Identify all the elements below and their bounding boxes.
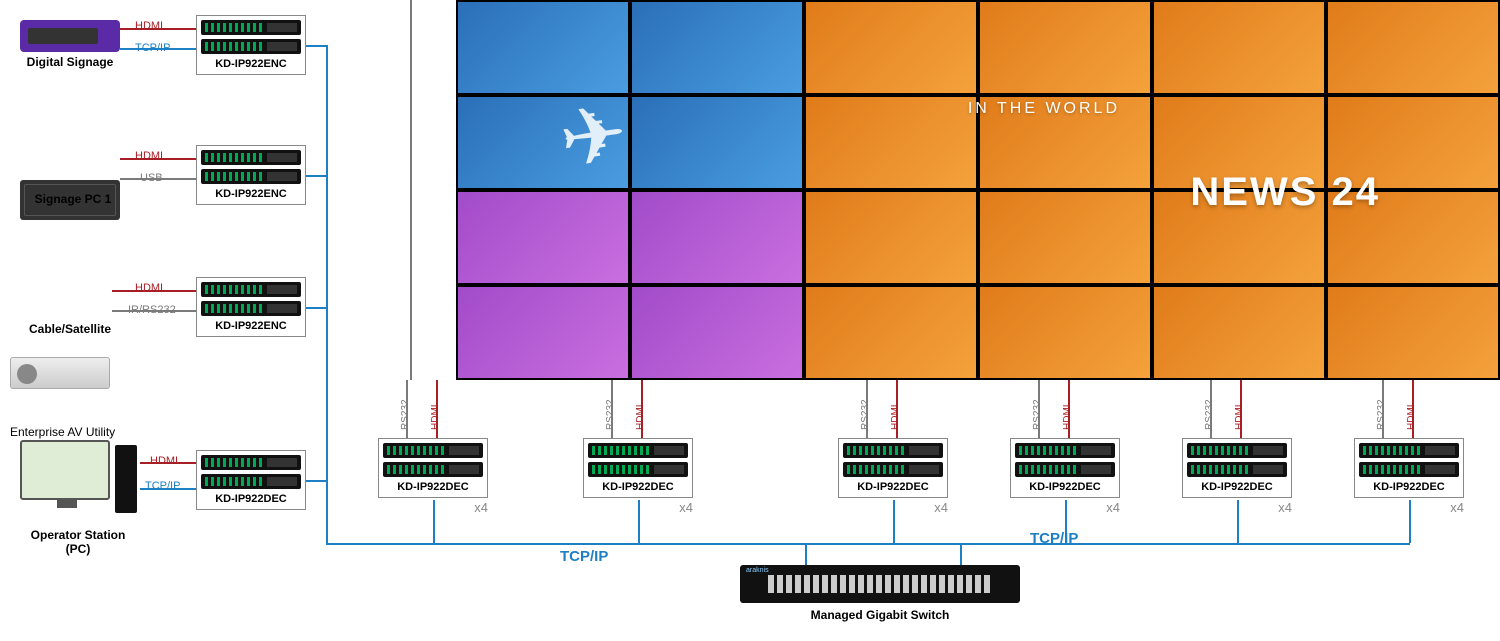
decoder-1: KD-IP922DEC	[378, 438, 488, 498]
encoder-1-label: KD-IP922ENC	[197, 56, 305, 74]
decoder-3: KD-IP922DEC	[838, 438, 948, 498]
wall-tile	[1152, 0, 1326, 95]
wall-tile	[978, 190, 1152, 285]
wall-tile	[804, 0, 978, 95]
decoder-2: KD-IP922DEC	[583, 438, 693, 498]
bus-label-left: TCP/IP	[560, 548, 608, 565]
wall-tile	[630, 95, 804, 190]
link-hdmi-2: HDMI	[135, 150, 163, 162]
device-digital-signage	[20, 20, 120, 52]
wall-overlay-sub: IN THE WORLD	[968, 100, 1120, 118]
label-digital-signage: Digital Signage	[10, 55, 130, 69]
wall-tile	[456, 0, 630, 95]
decoder-4: KD-IP922DEC	[1010, 438, 1120, 498]
wall-overlay-main: NEWS 24	[1190, 170, 1380, 215]
operator-title: Enterprise AV Utility	[10, 425, 115, 439]
label-cable-sat: Cable/Satellite	[10, 322, 130, 336]
bus-label-right: TCP/IP	[1030, 530, 1078, 547]
wall-tile	[456, 285, 630, 380]
wall-tile	[804, 285, 978, 380]
decoder-label: KD-IP922DEC	[584, 479, 692, 497]
link-hdmi-1: HDMI	[135, 20, 163, 32]
decoder-label: KD-IP922DEC	[1011, 479, 1119, 497]
wall-tile	[630, 285, 804, 380]
label-operator: Operator Station (PC)	[18, 528, 138, 556]
decoder-label: KD-IP922DEC	[839, 479, 947, 497]
wall-tile	[804, 190, 978, 285]
wall-tile	[1326, 285, 1500, 380]
link-tcpip-op: TCP/IP	[145, 480, 180, 492]
decoder-label: KD-IP922DEC	[379, 479, 487, 497]
wall-tile	[630, 190, 804, 285]
decoder-label: KD-IP922DEC	[1355, 479, 1463, 497]
device-cable-sat	[10, 357, 110, 389]
device-operator-station	[20, 440, 140, 520]
encoder-3: KD-IP922ENC	[196, 277, 306, 337]
encoder-2-label: KD-IP922ENC	[197, 186, 305, 204]
decoder-5: KD-IP922DEC	[1182, 438, 1292, 498]
wall-tile	[978, 285, 1152, 380]
wall-tile	[456, 190, 630, 285]
video-wall: IN THE WORLD NEWS 24	[456, 0, 1500, 380]
link-hdmi-op: HDMI	[150, 455, 178, 467]
wall-tile	[1326, 0, 1500, 95]
encoder-3-label: KD-IP922ENC	[197, 318, 305, 336]
decoder-label: KD-IP922DEC	[1183, 479, 1291, 497]
switch-label: Managed Gigabit Switch	[740, 608, 1020, 622]
wall-tile	[1152, 285, 1326, 380]
airplane-icon: ✈	[554, 86, 633, 187]
wall-tile	[804, 95, 978, 190]
decoder-6: KD-IP922DEC	[1354, 438, 1464, 498]
label-signage-pc: Signage PC 1	[18, 192, 128, 206]
wall-tile	[630, 0, 804, 95]
encoder-1: KD-IP922ENC	[196, 15, 306, 75]
switch-brand: araknis	[746, 567, 769, 574]
managed-switch: araknis	[740, 565, 1020, 603]
encoder-2: KD-IP922ENC	[196, 145, 306, 205]
operator-decoder-label: KD-IP922DEC	[197, 491, 305, 509]
operator-decoder: KD-IP922DEC	[196, 450, 306, 510]
link-hdmi-3: HDMI	[135, 282, 163, 294]
wall-tile	[978, 0, 1152, 95]
